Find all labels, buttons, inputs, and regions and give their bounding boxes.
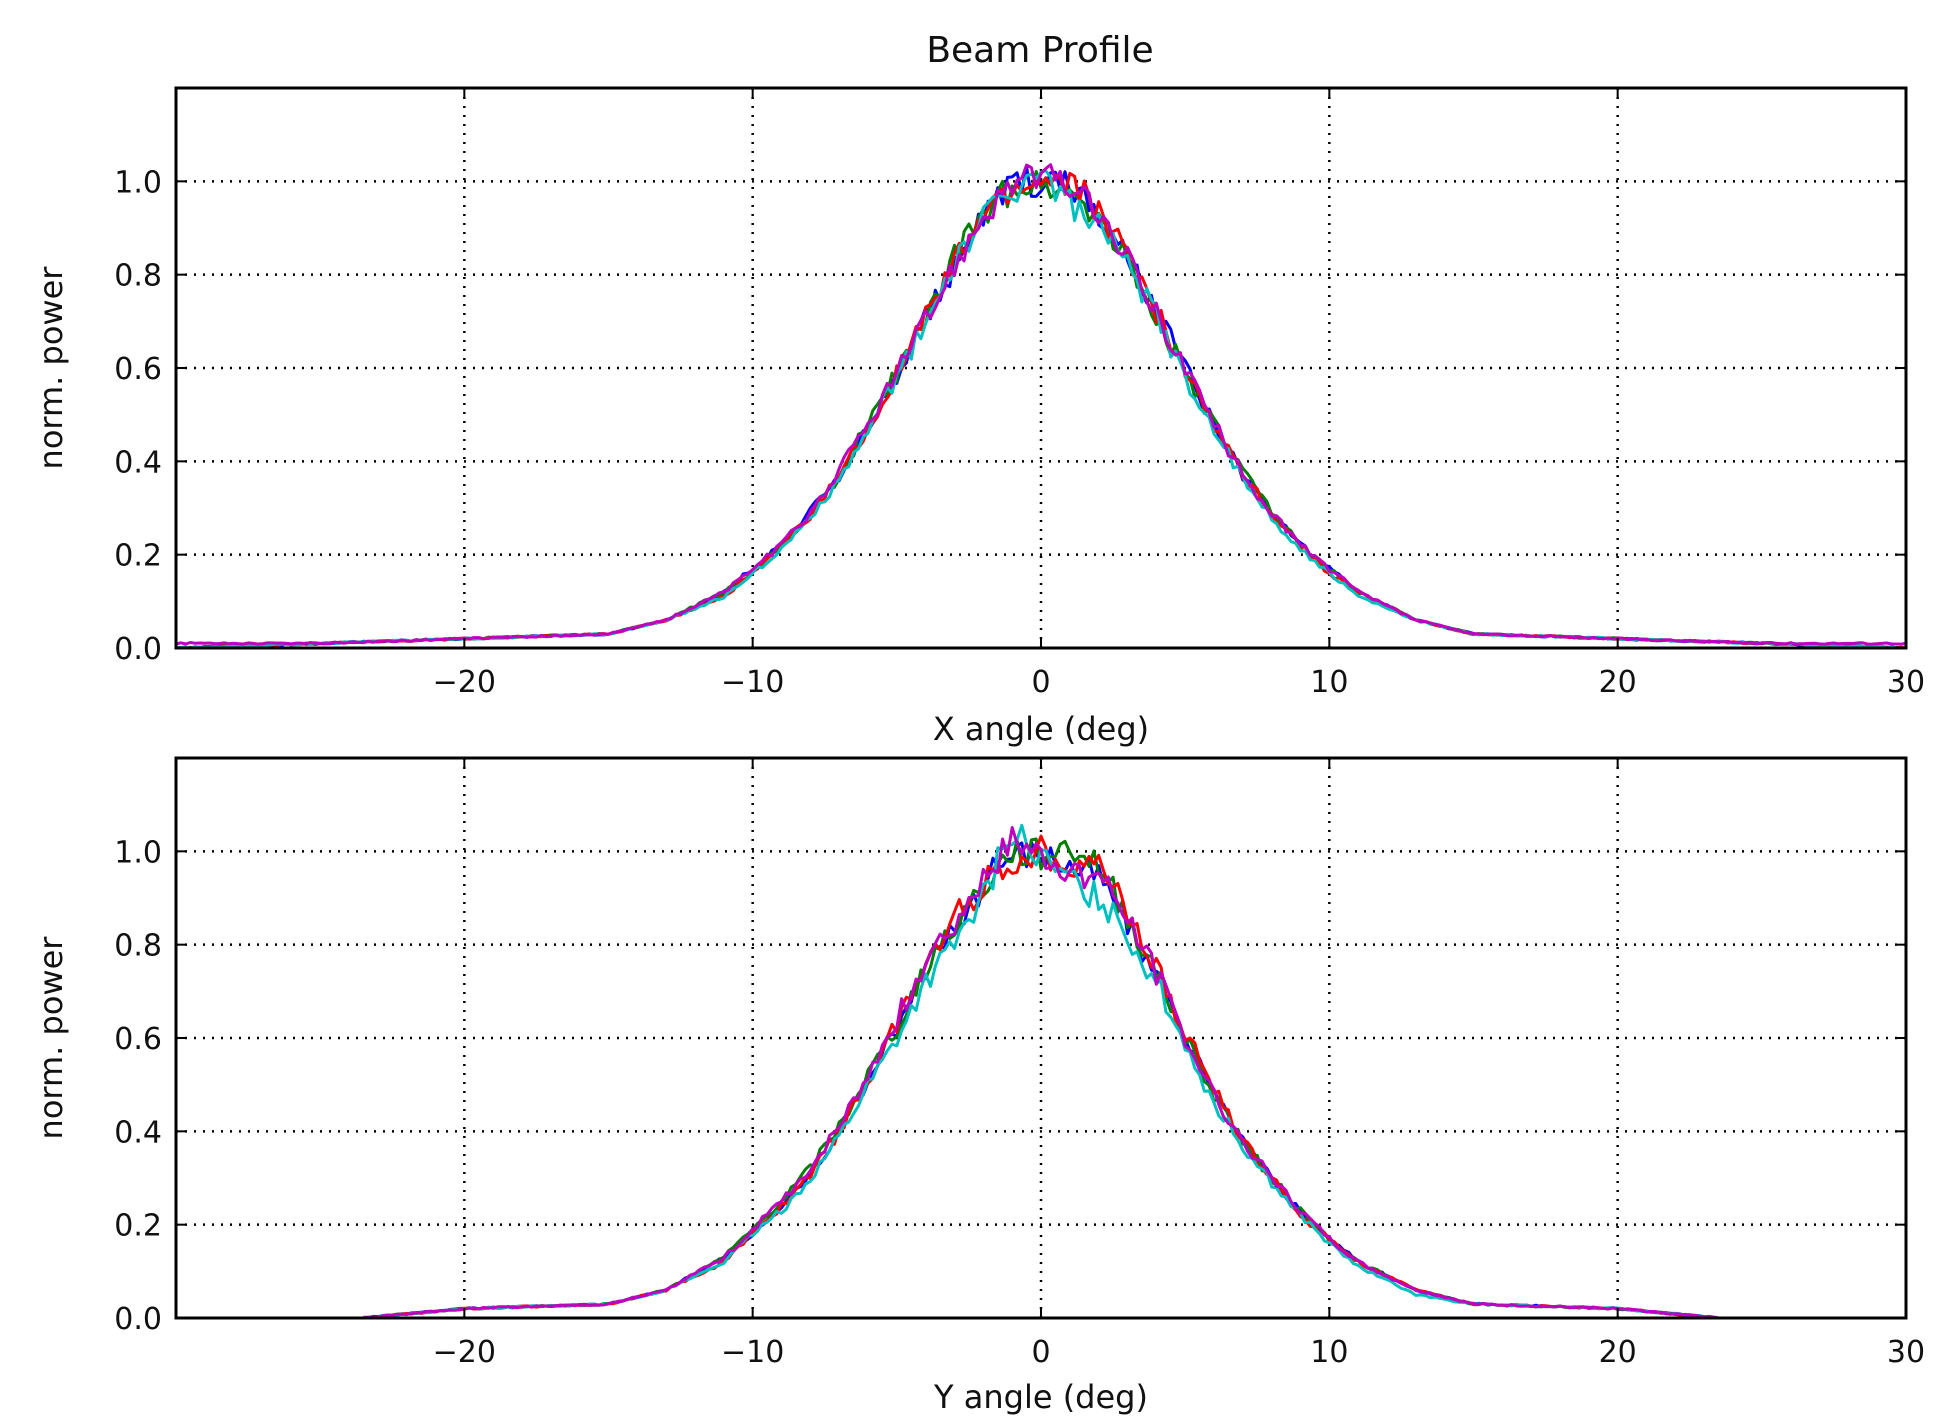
series-line-5 [175,163,1907,646]
y-tick-label: 0.6 [114,352,162,387]
x-tick-label: 0 [1031,1335,1050,1370]
y-tick-label: 0.2 [114,1209,162,1244]
y-tick-label: 0.4 [114,1115,162,1150]
chart-title: Beam Profile [926,30,1153,71]
x-tick-label: −10 [721,665,784,700]
y-tick-label: 0.4 [114,445,162,480]
x-tick-label: −20 [433,665,496,700]
y-tick-label: 0.0 [114,632,162,667]
y-tick-label: 1.0 [114,165,162,200]
y-tick-label: 0.0 [114,1302,162,1337]
y-tick-label: 0.8 [114,259,162,294]
x-axis-label: Y angle (deg) [933,1378,1148,1416]
y-tick-label: 0.8 [114,929,162,964]
x-axis-label: X angle (deg) [933,710,1149,748]
y-tick-label: 1.0 [114,835,162,870]
y-axis-label: norm. power [32,936,70,1140]
x-tick-label: 10 [1310,1335,1348,1370]
x-tick-label: 0 [1031,665,1050,700]
x-tick-label: 30 [1887,665,1925,700]
x-tick-label: −10 [721,1335,784,1370]
y-profile-panel: −20 −10 0 10 20 30 0.0 0.2 0.4 0.6 0.8 1.0 Y angle (… [32,756,1925,1416]
x-tick-label: 10 [1310,665,1348,700]
series-line-5 [363,826,1719,1320]
x-tick-label: 20 [1599,1335,1637,1370]
x-profile-panel: −20 −10 0 10 20 30 0.0 0.2 0.4 0.6 0.8 1.0 X angle (… [32,86,1925,748]
y-axis-label: norm. power [32,266,70,470]
y-tick-label: 0.2 [114,539,162,574]
x-tick-label: 30 [1887,1335,1925,1370]
x-tick-label: 20 [1599,665,1637,700]
x-tick-label: −20 [433,1335,496,1370]
y-tick-label: 0.6 [114,1022,162,1057]
